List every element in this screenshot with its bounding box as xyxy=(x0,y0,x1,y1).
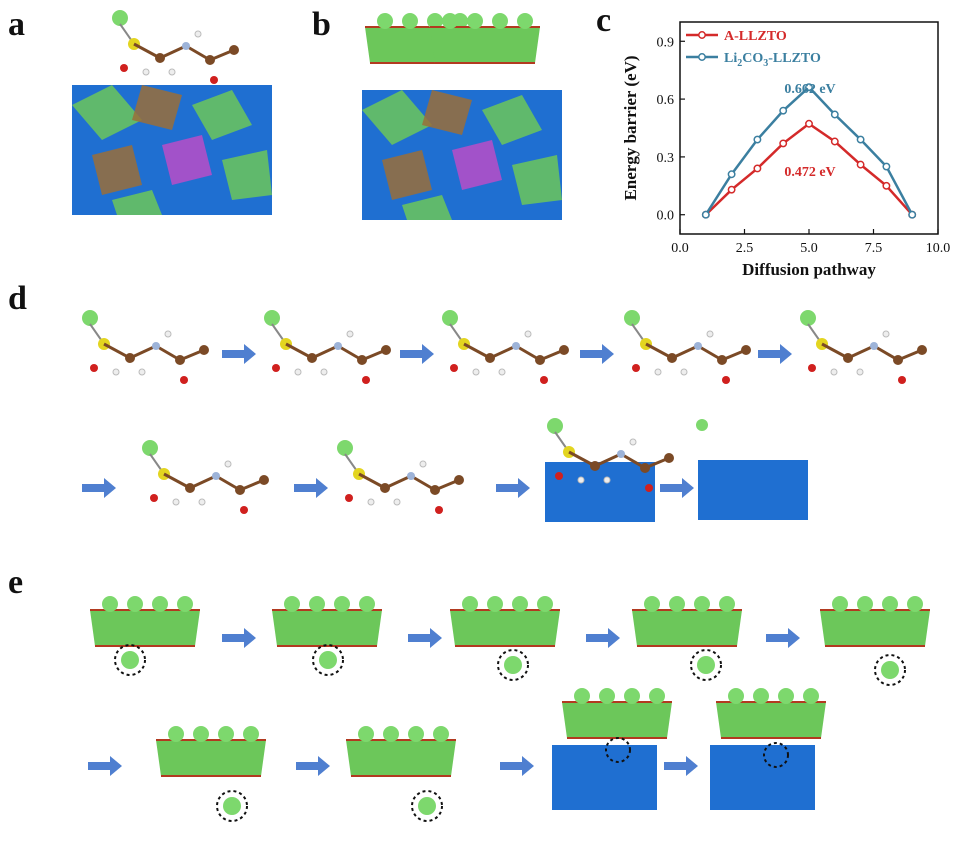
x-tick-label: 0.0 xyxy=(671,241,689,256)
data-point xyxy=(908,210,917,219)
annotation-0662: 0.662 eV xyxy=(784,82,835,97)
data-point xyxy=(882,162,891,171)
data-point xyxy=(805,83,813,92)
y-tick-label: 0.3 xyxy=(657,151,675,166)
panel-label-c: c xyxy=(596,2,612,39)
panel-label-d: d xyxy=(8,280,27,317)
data-point xyxy=(830,110,839,119)
data-point xyxy=(882,181,891,190)
legend-label: A-LLZTO xyxy=(724,29,787,44)
data-point xyxy=(830,137,839,146)
y-tick-label: 0.9 xyxy=(657,35,675,50)
panel-label-b: b xyxy=(312,6,331,43)
data-point xyxy=(727,170,736,179)
panel-label-e: e xyxy=(8,564,24,601)
series-line-li2co3-llzto xyxy=(704,85,914,216)
x-axis-label: Diffusion pathway xyxy=(742,260,876,279)
data-point xyxy=(727,185,736,194)
legend-swatch-marker xyxy=(698,31,706,39)
legend-label: Li2CO3-LLZTO xyxy=(724,51,821,69)
data-point xyxy=(779,139,788,148)
y-tick-label: 0.0 xyxy=(657,209,675,224)
data-point xyxy=(753,135,762,144)
data-point xyxy=(805,119,813,128)
x-tick-label: 10.0 xyxy=(926,241,951,256)
panel-label-a: a xyxy=(8,6,25,43)
data-point xyxy=(856,160,865,169)
x-tick-label: 7.5 xyxy=(865,241,883,256)
y-tick-label: 0.6 xyxy=(657,93,675,108)
y-axis-label: Energy barrier (eV) xyxy=(621,55,640,200)
x-tick-label: 2.5 xyxy=(736,241,754,256)
data-point xyxy=(701,210,710,219)
x-tick-label: 5.0 xyxy=(800,241,818,256)
legend-swatch-marker xyxy=(698,53,706,61)
data-point xyxy=(753,164,762,173)
data-point xyxy=(779,106,788,115)
data-point xyxy=(856,135,865,144)
annotation-0472: 0.472 eV xyxy=(784,165,835,180)
